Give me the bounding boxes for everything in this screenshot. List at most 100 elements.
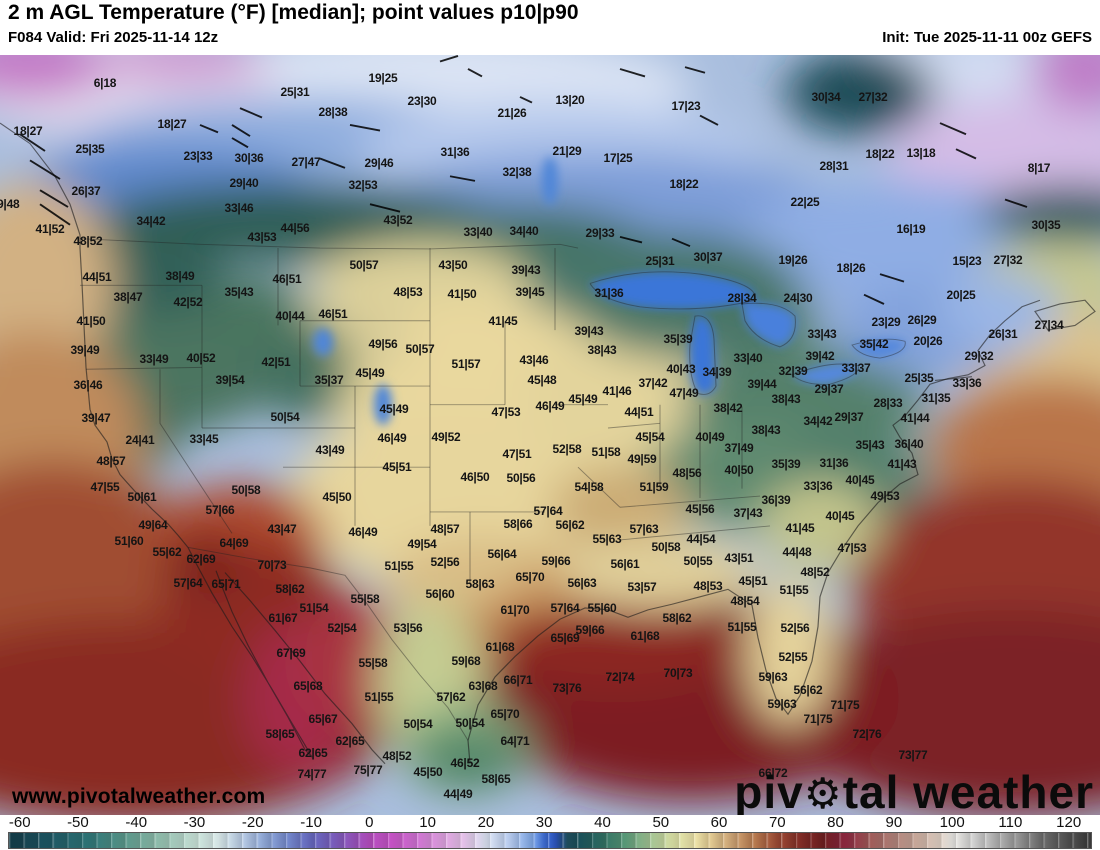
colorbar-tick-label: -30 <box>183 814 206 831</box>
point-value: 38|43 <box>771 392 801 406</box>
point-value: 41|43 <box>887 457 917 471</box>
point-value: 47|53 <box>491 405 521 419</box>
map-canvas: 6|18 25|31 19|25 23|30 21|26 18|27 18|27 28|38 1… <box>0 55 1100 815</box>
point-value: 52|58 <box>552 442 582 456</box>
point-value: 64|71 <box>500 734 530 748</box>
point-value: 19|25 <box>368 71 398 85</box>
point-value: 66|72 <box>758 766 788 780</box>
point-value: 55|58 <box>358 656 388 670</box>
point-value: 28|31 <box>819 159 849 173</box>
colorbar-tick-label: -10 <box>300 814 322 831</box>
point-value: 51|55 <box>364 690 394 704</box>
point-value: 8|17 <box>1027 161 1051 175</box>
colorbar-tick-label: -60 <box>8 814 31 831</box>
point-value: 65|70 <box>515 570 545 584</box>
point-value: 55|58 <box>350 592 380 606</box>
point-value: 46|51 <box>272 272 302 286</box>
point-value: 59|66 <box>575 623 605 637</box>
point-value: 33|46 <box>224 201 254 215</box>
point-value: 47|49 <box>669 386 699 400</box>
point-value: 57|63 <box>629 522 659 536</box>
point-value: 57|64 <box>173 576 203 590</box>
point-value: 40|50 <box>724 463 754 477</box>
point-value: 23|30 <box>407 94 437 108</box>
point-value: 53|57 <box>627 580 657 594</box>
point-value: 30|35 <box>1031 218 1061 232</box>
point-value: 49|64 <box>138 518 168 532</box>
point-value: 18|27 <box>13 124 43 138</box>
point-value: 46|49 <box>535 399 565 413</box>
point-value: 13|20 <box>555 93 585 107</box>
valid-time-label: F084 Valid: Fri 2025-11-14 12z <box>8 29 219 46</box>
point-value: 49|56 <box>368 337 398 351</box>
point-value: 48|52 <box>73 234 103 248</box>
point-value: 39|54 <box>215 373 245 387</box>
logo-text-pre: piv <box>734 765 804 815</box>
point-value: 29|33 <box>585 226 615 240</box>
point-value: 65|68 <box>293 679 323 693</box>
point-value: 70|73 <box>257 558 287 572</box>
point-value: 40|45 <box>845 473 875 487</box>
point-value: 38|43 <box>587 343 617 357</box>
point-value: 48|53 <box>393 285 423 299</box>
point-value: 40|49 <box>695 430 725 444</box>
point-value: 32|53 <box>348 178 378 192</box>
point-value: 50|55 <box>683 554 713 568</box>
point-value: 19|26 <box>778 253 808 267</box>
point-value: 62|65 <box>335 734 365 748</box>
point-value: 72|74 <box>605 670 635 684</box>
point-value: 20|25 <box>946 288 976 302</box>
point-value: 49|54 <box>407 537 437 551</box>
point-value: 57|62 <box>436 690 466 704</box>
point-value: 40|43 <box>666 362 696 376</box>
point-value: 13|18 <box>906 146 936 160</box>
point-value: 41|45 <box>785 521 815 535</box>
point-value: 64|69 <box>219 536 249 550</box>
point-value: 52|54 <box>327 621 357 635</box>
point-value: 43|47 <box>267 522 297 536</box>
point-value: 35|43 <box>855 438 885 452</box>
colorbar-tick-label: 60 <box>710 814 728 831</box>
point-value: 41|50 <box>76 314 106 328</box>
point-value: 34|42 <box>803 414 833 428</box>
point-value: 51|55 <box>384 559 414 573</box>
point-value: 61|70 <box>500 603 530 617</box>
point-value: 22|25 <box>790 195 820 209</box>
point-value: 38|47 <box>113 290 143 304</box>
colorbar-tick-label: -40 <box>125 814 148 831</box>
point-value: 21|26 <box>497 106 527 120</box>
point-value: 27|34 <box>1034 318 1064 332</box>
point-value: 56|64 <box>487 547 517 561</box>
point-value: 30|36 <box>234 151 264 165</box>
point-value: 33|36 <box>952 376 982 390</box>
point-value: 38|49 <box>165 269 195 283</box>
point-value: 32|38 <box>502 165 532 179</box>
point-value: 48|57 <box>430 522 460 536</box>
colorbar-tick-label: 50 <box>652 814 670 831</box>
colorbar-tick-label: -20 <box>241 814 264 831</box>
point-value: 50|58 <box>231 483 261 497</box>
point-value: 49|53 <box>870 489 900 503</box>
point-value: 39|48 <box>0 197 20 211</box>
point-value: 29|32 <box>964 349 994 363</box>
point-value: 57|64 <box>533 504 563 518</box>
point-value: 61|68 <box>630 629 660 643</box>
point-value: 56|62 <box>793 683 823 697</box>
point-value: 31|35 <box>921 391 951 405</box>
point-value: 44|49 <box>443 787 473 801</box>
point-value: 58|66 <box>503 517 533 531</box>
point-value: 35|37 <box>314 373 344 387</box>
point-value: 38|43 <box>751 423 781 437</box>
point-value: 51|60 <box>114 534 144 548</box>
point-value: 47|55 <box>90 480 120 494</box>
point-value: 42|51 <box>261 355 291 369</box>
point-value: 30|34 <box>811 90 841 104</box>
point-value: 66|71 <box>503 673 533 687</box>
point-value: 45|56 <box>685 502 715 516</box>
point-value: 51|54 <box>299 601 329 615</box>
point-value: 58|65 <box>481 772 511 786</box>
point-value: 34|40 <box>509 224 539 238</box>
point-value: 35|42 <box>859 337 889 351</box>
colorbar-tick-label: 20 <box>477 814 495 831</box>
